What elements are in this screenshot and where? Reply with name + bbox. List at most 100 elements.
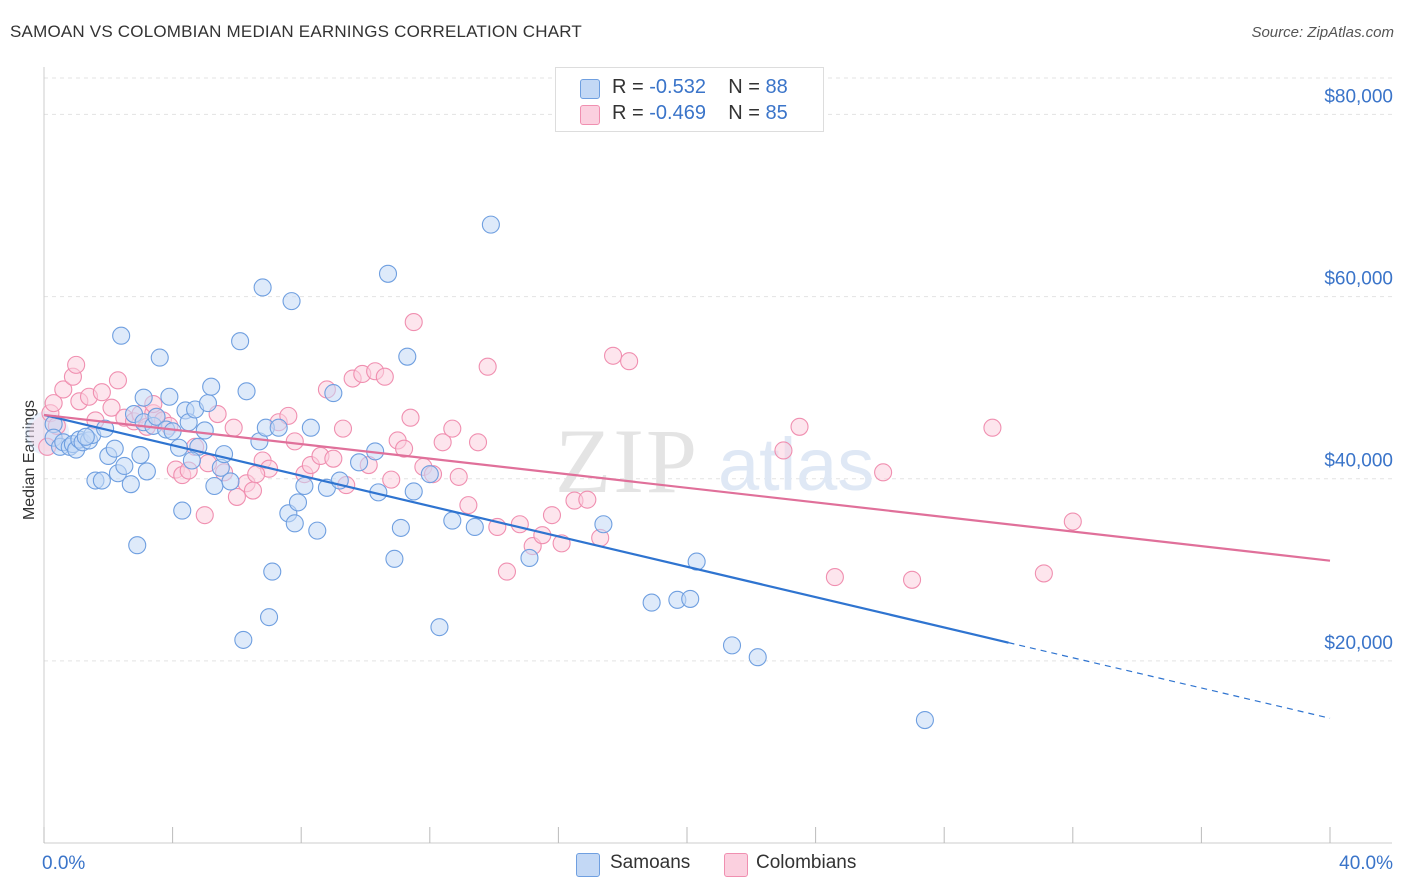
colombian-point: [468, 433, 488, 452]
watermark-atlas: atlas: [718, 423, 874, 506]
samoan-point: [282, 292, 301, 311]
colombian-point: [404, 313, 423, 332]
samoan-point: [263, 562, 282, 581]
samoan-point: [324, 384, 343, 403]
colombian-point: [382, 470, 401, 489]
colombian-point: [285, 432, 304, 451]
samoan-point: [237, 382, 256, 401]
samoan-point: [430, 618, 449, 637]
samoan-point: [350, 453, 369, 472]
samoan-point: [378, 264, 398, 283]
colombian-point: [902, 570, 922, 589]
colombian-point: [67, 355, 86, 374]
samoan-point: [134, 388, 153, 407]
colombian-point: [54, 380, 73, 399]
colombian-point: [243, 481, 263, 500]
samoan-point: [259, 608, 279, 627]
x-tick-label: 40.0%: [1339, 853, 1393, 874]
y-tick-label: $20,000: [1324, 633, 1393, 654]
colombian-point: [108, 371, 127, 390]
samoan-point: [420, 465, 439, 484]
colombian-point: [92, 383, 111, 402]
colombian-point: [533, 526, 552, 545]
y-tick-label: $80,000: [1324, 86, 1393, 107]
legend-n-label: N =: [728, 76, 760, 98]
colombian-point: [1063, 512, 1082, 531]
colombian-point: [324, 449, 343, 468]
colombian-point: [825, 568, 844, 587]
x-tick-label: 0.0%: [42, 853, 85, 874]
colombian-point: [449, 467, 468, 486]
colombian-point: [478, 357, 497, 376]
legend-n-label: N =: [728, 102, 760, 124]
samoan-point: [288, 493, 308, 512]
legend-n-value: 88: [765, 76, 788, 98]
source-label: Source: ZipAtlas.com: [1251, 24, 1394, 41]
samoan-point: [105, 439, 124, 458]
samoan-point: [295, 476, 314, 496]
colombians-swatch: [724, 853, 748, 877]
samoans-swatch: [576, 853, 600, 877]
colombian-point: [774, 441, 793, 460]
samoan-point: [115, 456, 134, 476]
samoan-point: [269, 418, 288, 437]
correlation-legend: R = -0.532 N = 88 R = -0.469 N = 85: [555, 67, 824, 132]
colombians-label: Colombians: [756, 852, 857, 873]
colombian-point: [395, 439, 414, 458]
samoan-point: [301, 418, 320, 437]
samoan-point: [915, 711, 934, 730]
y-tick-label: $60,000: [1324, 269, 1393, 290]
samoan-point: [398, 347, 417, 366]
samoan-point: [520, 548, 539, 567]
samoan-point: [214, 445, 234, 464]
legend-swatch-colombians: [580, 105, 600, 125]
colombian-point: [983, 418, 1002, 437]
colombian-point: [1034, 564, 1053, 583]
colombian-point: [790, 417, 809, 436]
samoan-point: [391, 518, 410, 537]
samoan-point: [642, 593, 661, 612]
samoan-point: [253, 278, 272, 297]
samoan-point: [231, 332, 250, 351]
legend-r-label: R =: [612, 102, 644, 124]
legend-swatch-samoans: [580, 79, 600, 99]
colombian-point: [401, 408, 420, 427]
samoan-point: [163, 422, 182, 441]
samoan-point: [198, 394, 218, 413]
samoan-point: [481, 215, 500, 234]
colombian-point: [375, 367, 394, 386]
colombian-point: [443, 419, 462, 438]
colombian-point: [433, 433, 452, 452]
samoan-point: [205, 476, 224, 496]
samoan-point: [234, 630, 253, 649]
samoan-point: [137, 462, 156, 481]
samoan-point: [112, 326, 131, 345]
samoan-point: [308, 521, 327, 540]
colombian-point: [497, 562, 517, 581]
samoans-trend-extension: [1008, 642, 1331, 719]
samoan-point: [92, 471, 111, 490]
samoan-point: [221, 472, 240, 491]
samoan-point: [285, 514, 304, 533]
colombian-point: [333, 419, 353, 438]
samoan-point: [160, 387, 179, 406]
samoan-point: [195, 421, 214, 440]
samoan-point: [681, 589, 700, 608]
samoan-point: [150, 348, 169, 367]
y-tick-label: $40,000: [1324, 451, 1393, 472]
samoan-point: [128, 536, 147, 555]
colombian-point: [578, 490, 597, 509]
samoans-trend-line: [43, 413, 1009, 644]
samoan-point: [202, 377, 221, 396]
colombian-point: [195, 506, 214, 525]
legend-r-value: -0.469: [649, 102, 706, 124]
colombian-point: [510, 515, 529, 534]
colombian-point: [459, 496, 478, 515]
samoan-point: [385, 549, 404, 568]
samoans-label: Samoans: [610, 852, 691, 873]
legend-r-label: R =: [612, 76, 644, 98]
chart-title: SAMOAN VS COLOMBIAN MEDIAN EARNINGS CORR…: [10, 22, 582, 41]
samoan-point: [182, 451, 201, 470]
colombian-point: [604, 346, 623, 365]
colombian-point: [102, 398, 121, 417]
